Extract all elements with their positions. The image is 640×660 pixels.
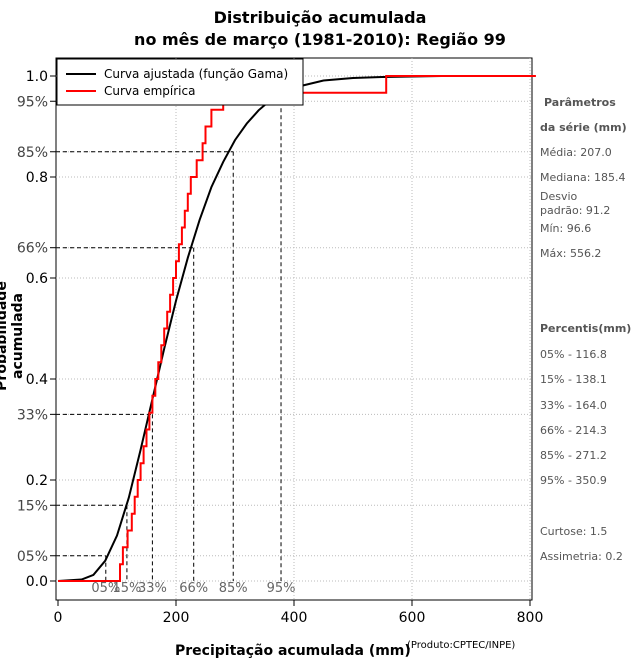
params-title-line2: da série (mm) (540, 121, 627, 134)
percentile-label-33%: 33% (138, 581, 167, 596)
y-tick-label-15%: 15% (17, 498, 48, 514)
stat-desvio-line1: Desvio (540, 190, 578, 203)
stat-curtose: Curtose: 1.5 (540, 525, 608, 538)
y-tick-label-0.8: 0.8 (26, 170, 48, 186)
product-credit: (Produto:CPTEC/INPE) (407, 640, 516, 651)
stat-min: Mín: 96.6 (540, 222, 592, 235)
y-tick-label-1.0: 1.0 (26, 69, 48, 85)
empirical-step-curve (58, 75, 536, 582)
y-tick-label-66%: 66% (17, 241, 48, 257)
chart-subtitle: no mês de março (1981-2010): Região 99 (134, 30, 506, 49)
x-tick-label-200: 200 (163, 610, 190, 626)
percentile-label-66%: 66% (179, 581, 208, 596)
y-tick-label-0.2: 0.2 (26, 473, 48, 489)
legend-box (56, 58, 304, 106)
percentile-label-15%: 15% (112, 581, 141, 596)
percentil-05: 05% - 116.8 (540, 348, 607, 361)
x-axis-label: Precipitação acumulada (mm) (175, 643, 411, 659)
percentil-95: 95% - 350.9 (540, 474, 607, 487)
stat-assimetria: Assimetria: 0.2 (540, 550, 623, 563)
y-tick-label-95%: 95% (17, 94, 48, 110)
legend-label-2: Curva empírica (104, 84, 195, 98)
stat-desvio-line2: padrão: 91.2 (540, 204, 611, 217)
percentis-title: Percentis(mm) (540, 322, 632, 335)
params-title-line1: Parâmetros (544, 96, 616, 109)
chart-title: Distribuição acumulada (213, 8, 427, 27)
legend-label-1: Curva ajustada (função Gama) (104, 67, 288, 81)
x-tick-label-0: 0 (54, 610, 63, 626)
y-tick-label-05%: 05% (17, 549, 48, 565)
percentil-85: 85% - 271.2 (540, 449, 607, 462)
x-tick-label-800: 800 (517, 610, 544, 626)
percentile-label-85%: 85% (219, 581, 248, 596)
y-tick-label-0.4: 0.4 (26, 372, 48, 388)
y-tick-label-0.6: 0.6 (26, 271, 48, 287)
percentil-33: 33% - 164.0 (540, 399, 607, 412)
y-tick-label-33%: 33% (17, 407, 48, 423)
percentil-66: 66% - 214.3 (540, 424, 607, 437)
y-axis-label: Probabilidade acumulada (0, 281, 26, 391)
stat-media: Média: 207.0 (540, 146, 612, 159)
x-tick-label-600: 600 (399, 610, 426, 626)
stat-max: Máx: 556.2 (540, 247, 602, 260)
percentile-label-05%: 05% (91, 581, 120, 596)
stat-mediana: Mediana: 185.4 (540, 171, 626, 184)
x-tick-label-400: 400 (281, 610, 308, 626)
percentile-label-95%: 95% (267, 581, 296, 596)
y-tick-label-0.0: 0.0 (26, 574, 48, 590)
y-tick-label-85%: 85% (17, 145, 48, 161)
fitted-gamma-curve (57, 75, 442, 582)
percentil-15: 15% - 138.1 (540, 373, 607, 386)
